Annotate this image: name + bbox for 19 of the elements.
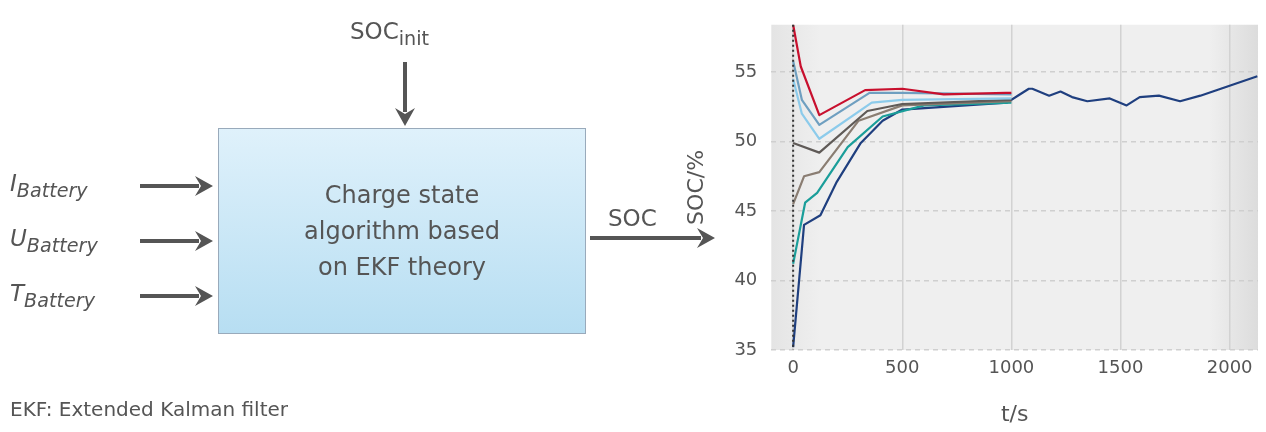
text: T$_{Battery}$ — [10, 280, 95, 312]
y-tick-label: 50 — [734, 129, 758, 151]
x-axis-title: t/s — [1000, 400, 1029, 426]
process-box: Charge state algorithm based on EKF theory — [218, 128, 586, 334]
x-tick-label: 500 — [885, 356, 920, 378]
y-axis-title: SOC/% — [682, 149, 708, 225]
x-tick-label: 2000 — [1206, 356, 1253, 378]
text: EKF: Extended Kalman filter — [10, 397, 289, 421]
y-tick-label: 40 — [734, 268, 758, 290]
x-tick-label: 1500 — [1097, 356, 1144, 378]
y-tick-label: 35 — [734, 337, 758, 359]
x-tick-label: 1000 — [988, 356, 1035, 378]
text: SOC$_{init}$ — [350, 18, 430, 50]
y-tick-label: 45 — [734, 198, 758, 220]
text: I$_{Battery}$ — [10, 170, 88, 202]
x-tick-label: 0 — [787, 356, 799, 378]
text: SOC — [608, 205, 657, 231]
text: U$_{Battery}$ — [10, 225, 98, 257]
y-tick-label: 55 — [734, 59, 758, 81]
